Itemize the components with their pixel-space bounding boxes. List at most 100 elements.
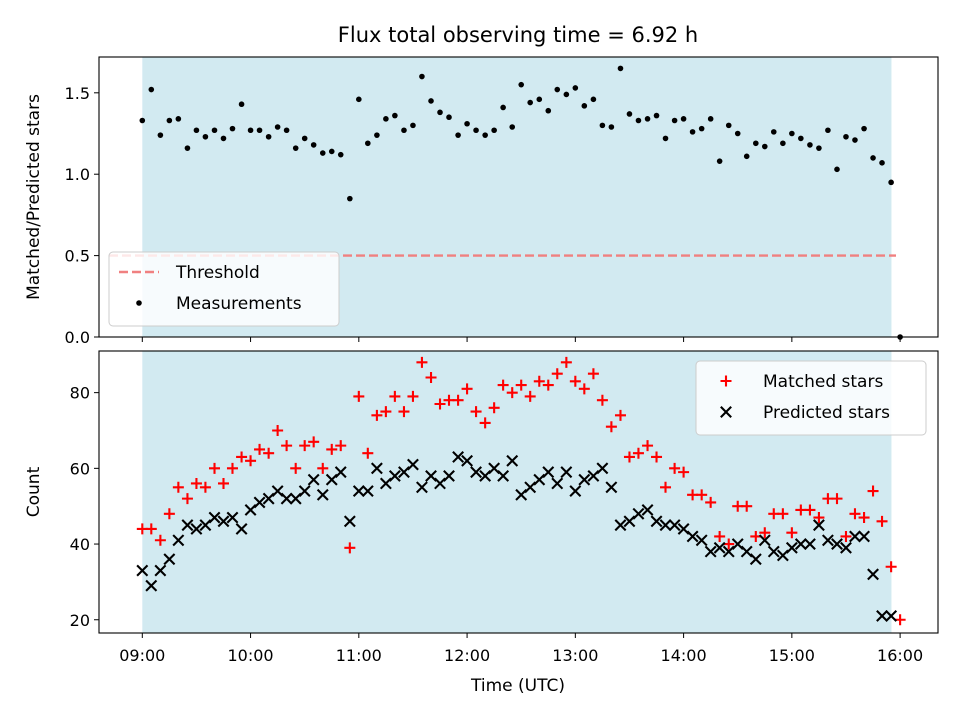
data-point	[220, 135, 227, 142]
data-point	[560, 356, 572, 368]
x-tick-label: 12:00	[444, 646, 490, 665]
data-point	[867, 568, 879, 581]
data-point	[551, 368, 563, 380]
data-point	[759, 527, 771, 539]
chart-title: Flux total observing time = 6.92 h	[338, 23, 698, 47]
data-point	[283, 127, 290, 134]
data-point	[497, 379, 509, 391]
data-point	[226, 462, 238, 474]
data-point	[840, 530, 852, 542]
panel-counts: 09:00 10:00 11:00 12:00 13:00 14:00 15:00 16:00…	[24, 350, 939, 665]
data-point	[641, 504, 654, 516]
data-point	[605, 421, 617, 433]
y-tick-label: 1.5	[65, 84, 90, 103]
data-point	[560, 466, 573, 479]
data-point	[362, 447, 374, 459]
data-point	[145, 579, 158, 592]
legend: Matched stars Predicted stars	[695, 360, 927, 436]
data-point	[425, 371, 437, 383]
data-point	[254, 443, 266, 455]
data-point	[217, 515, 230, 528]
data-point	[642, 440, 654, 452]
data-point	[272, 424, 284, 436]
data-point	[247, 127, 254, 134]
data-point	[145, 523, 157, 535]
data-point	[208, 511, 221, 524]
y-tick-label: 0.5	[65, 247, 90, 266]
data-point	[849, 508, 861, 520]
data-point	[175, 116, 182, 122]
data-point	[407, 390, 419, 402]
data-point	[596, 462, 609, 475]
data-point	[749, 553, 762, 566]
data-point	[725, 122, 732, 129]
data-point	[605, 481, 618, 494]
data-point	[290, 462, 302, 474]
data-point	[696, 489, 708, 501]
legend-label: Threshold	[175, 263, 260, 283]
data-point	[653, 112, 660, 119]
data-point	[662, 135, 669, 142]
data-point	[542, 466, 555, 479]
data-point	[885, 610, 898, 622]
data-point	[280, 492, 293, 505]
data-point	[253, 496, 266, 509]
data-point	[229, 125, 236, 132]
data-point	[410, 122, 416, 129]
data-point	[317, 462, 329, 474]
data-point	[470, 406, 482, 418]
data-point	[780, 140, 786, 147]
data-point	[319, 150, 326, 156]
data-point	[506, 454, 519, 467]
data-point	[163, 553, 176, 566]
data-point	[370, 462, 383, 475]
data-point	[758, 534, 771, 547]
data-point	[770, 129, 777, 135]
x-tick-label: 11:00	[336, 646, 382, 665]
data-point	[299, 440, 311, 452]
data-point	[301, 135, 308, 142]
x-axis-label: Time (UTC)	[470, 676, 565, 696]
data-point	[415, 481, 428, 494]
data-point	[356, 96, 362, 103]
data-point	[777, 508, 789, 520]
data-point	[199, 481, 211, 493]
data-point	[590, 96, 597, 103]
data-point	[894, 614, 906, 626]
data-point	[668, 519, 681, 532]
data-point	[437, 109, 443, 116]
x-tick-label: 14:00	[661, 646, 707, 665]
legend: Threshold Measurements	[108, 251, 340, 327]
data-point	[753, 140, 759, 147]
data-point	[461, 454, 474, 467]
data-point	[632, 507, 645, 520]
y-tick-label: 80	[70, 384, 90, 403]
data-point	[812, 519, 825, 532]
data-point	[635, 117, 642, 124]
data-point	[452, 394, 464, 406]
data-point	[428, 98, 434, 104]
data-point	[308, 436, 320, 448]
data-point	[804, 504, 816, 516]
data-point	[659, 519, 672, 532]
y-tick-label: 20	[70, 611, 90, 630]
data-point	[821, 534, 834, 547]
data-point	[876, 515, 888, 527]
data-point	[533, 375, 545, 387]
data-point	[843, 133, 849, 140]
data-point	[211, 127, 218, 134]
data-point	[852, 137, 858, 143]
data-point	[193, 127, 200, 134]
legend-label: Measurements	[176, 294, 302, 314]
data-point	[723, 538, 735, 550]
legend-marker	[136, 300, 142, 306]
data-point	[488, 402, 500, 414]
data-point	[343, 515, 356, 528]
data-point	[190, 522, 203, 535]
data-point	[626, 111, 633, 117]
data-point	[825, 127, 831, 134]
data-point	[163, 508, 175, 520]
data-point	[816, 145, 822, 151]
data-point	[554, 86, 561, 93]
data-point	[587, 368, 599, 380]
